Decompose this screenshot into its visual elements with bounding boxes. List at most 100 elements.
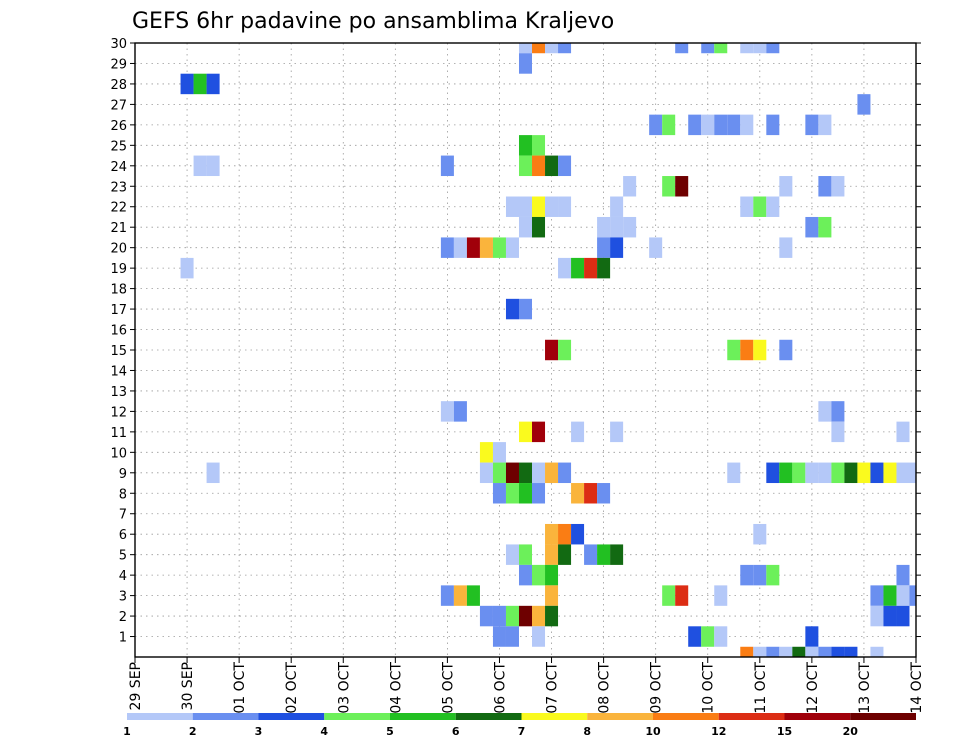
data-cell xyxy=(206,462,220,484)
data-cell xyxy=(545,585,559,606)
data-cell xyxy=(896,605,910,627)
data-cell xyxy=(479,442,493,463)
data-cell xyxy=(649,114,663,136)
data-cell xyxy=(597,483,611,504)
data-cell xyxy=(532,135,546,156)
data-cell xyxy=(492,483,506,504)
data-cell xyxy=(831,401,845,422)
colorbar-swatch xyxy=(192,713,259,720)
data-cell xyxy=(571,523,585,545)
colorbar-swatch xyxy=(324,713,390,720)
data-cell xyxy=(766,564,780,586)
x-tick-label: 12 OCT xyxy=(805,662,821,714)
data-cell xyxy=(518,462,533,484)
data-cell xyxy=(805,462,819,484)
data-cell xyxy=(714,114,728,136)
data-cell xyxy=(831,421,845,443)
data-cell xyxy=(466,237,480,258)
data-cell xyxy=(545,196,559,217)
x-tick-label: 07 OCT xyxy=(545,662,561,714)
data-cell xyxy=(532,421,546,443)
data-cell xyxy=(740,43,754,54)
y-tick-label: 29 xyxy=(110,57,127,72)
y-tick-label: 3 xyxy=(119,590,127,605)
x-tick-label: 05 OCT xyxy=(440,662,456,714)
x-tick-label: 03 OCT xyxy=(336,662,352,714)
data-cell xyxy=(571,421,585,443)
data-cell xyxy=(532,196,546,217)
data-cell xyxy=(818,114,832,136)
colorbar-label: 5 xyxy=(386,725,394,738)
data-cell xyxy=(532,626,546,647)
data-cell xyxy=(597,237,611,258)
x-tick-label: 08 OCT xyxy=(597,662,613,714)
data-cell xyxy=(545,339,559,361)
data-cell xyxy=(545,155,559,177)
data-cell xyxy=(571,257,585,279)
y-tick-label: 30 xyxy=(110,37,127,52)
data-cell xyxy=(857,94,871,115)
y-tick-label: 20 xyxy=(110,242,127,257)
y-tick-label: 10 xyxy=(110,446,127,461)
data-cell xyxy=(518,605,533,627)
data-cell xyxy=(662,176,676,197)
y-tick-label: 8 xyxy=(119,487,127,502)
y-tick-label: 1 xyxy=(119,631,127,646)
data-cell xyxy=(558,43,572,54)
data-cell xyxy=(466,585,480,606)
data-cell xyxy=(558,523,572,545)
y-tick-label: 24 xyxy=(110,160,127,175)
data-cell xyxy=(545,523,559,545)
data-cell xyxy=(610,421,624,443)
y-tick-label: 17 xyxy=(110,303,127,318)
data-cell xyxy=(479,462,493,484)
data-cell xyxy=(518,53,533,74)
data-cell xyxy=(688,114,702,136)
y-tick-label: 27 xyxy=(110,98,127,113)
data-cell xyxy=(518,216,533,238)
data-cell xyxy=(584,483,598,504)
data-cell xyxy=(740,564,754,586)
x-tick-label: 13 OCT xyxy=(857,662,873,714)
colorbar-swatch xyxy=(718,713,785,720)
y-tick-label: 13 xyxy=(110,385,127,400)
data-cell xyxy=(714,626,728,647)
data-cell xyxy=(883,585,897,606)
data-cell xyxy=(818,462,832,484)
colorbar-label: 12 xyxy=(711,725,726,738)
data-cell xyxy=(518,298,533,320)
data-cell xyxy=(610,544,624,565)
data-cell xyxy=(844,462,858,484)
data-cell xyxy=(492,442,506,463)
colorbar-swatch xyxy=(521,713,588,720)
data-cell xyxy=(505,483,519,504)
y-tick-label: 26 xyxy=(110,119,127,134)
data-cell xyxy=(505,196,519,217)
data-cell xyxy=(532,43,546,54)
data-cell xyxy=(558,462,572,484)
data-cell xyxy=(675,585,689,606)
data-cell xyxy=(753,196,767,217)
data-cell xyxy=(831,176,845,197)
colorbar-label: 10 xyxy=(645,725,661,738)
data-cell xyxy=(818,401,832,422)
data-cell xyxy=(492,237,506,258)
data-cell xyxy=(662,114,676,136)
data-cell xyxy=(740,196,754,217)
data-cell xyxy=(792,462,806,484)
data-cell xyxy=(727,114,741,136)
data-cell xyxy=(597,257,611,279)
data-cell xyxy=(753,43,767,54)
colorbar-label: 2 xyxy=(189,725,197,738)
data-cell xyxy=(492,626,506,647)
data-cell xyxy=(766,646,780,657)
data-cell xyxy=(545,43,559,54)
data-cell xyxy=(779,176,793,197)
data-cell xyxy=(453,237,467,258)
y-tick-label: 5 xyxy=(119,549,127,564)
data-cell xyxy=(505,298,519,320)
data-cell xyxy=(492,605,506,627)
data-cell xyxy=(532,605,546,627)
data-cell xyxy=(440,401,454,422)
